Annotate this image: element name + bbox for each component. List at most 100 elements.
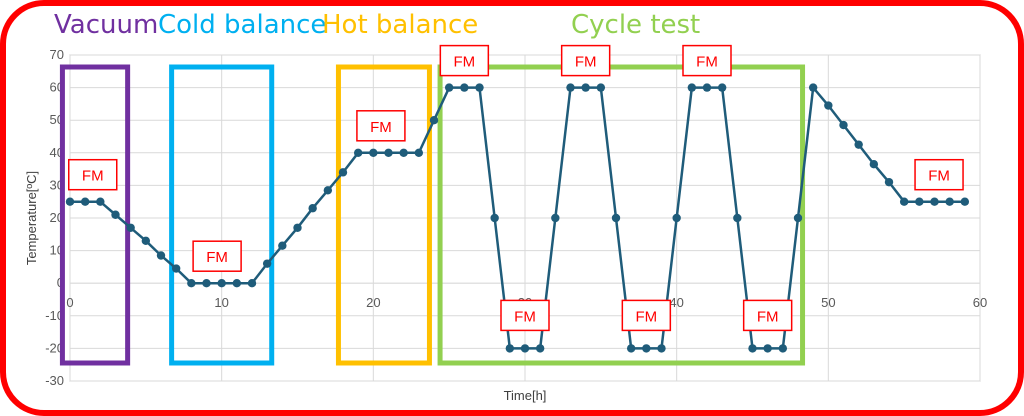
y-tick-label: -30 [45, 373, 64, 388]
data-point [854, 140, 863, 149]
data-point [839, 120, 848, 130]
data-point [717, 83, 727, 92]
data-point [384, 148, 393, 157]
fm-label-box [621, 299, 672, 332]
data-point [702, 83, 712, 92]
data-point [202, 279, 211, 288]
fm-label: FM [453, 54, 475, 71]
fm-label: FM [928, 168, 950, 185]
data-point [353, 148, 363, 157]
y-axis-title: Temperature[ºC] [24, 171, 39, 265]
data-point [611, 213, 621, 223]
data-point [733, 213, 742, 223]
data-point [915, 197, 924, 206]
data-point [899, 197, 909, 206]
fm-label-box [68, 158, 118, 191]
data-point [156, 251, 166, 260]
phase-label-vacuum: Vacuum [54, 10, 159, 40]
data-point [338, 168, 348, 177]
phase-box-cold-balance [169, 64, 275, 366]
data-point [505, 344, 515, 353]
phase-label-cycle-test: Cycle test [571, 10, 701, 40]
y-tick-label: -20 [45, 340, 64, 355]
data-point [748, 344, 757, 353]
data-point [490, 213, 499, 223]
phase-label-hot-balance: Hot balance [322, 10, 479, 40]
data-point [824, 101, 833, 110]
data-point [323, 186, 333, 195]
data-point [460, 83, 469, 92]
data-point [414, 148, 424, 157]
x-axis-title: Time[h] [504, 388, 547, 403]
x-tick-label: 20 [366, 295, 380, 310]
data-point [308, 204, 317, 213]
data-point [687, 83, 697, 92]
fm-label-box [500, 299, 550, 332]
data-point [111, 210, 120, 219]
fm-label: FM [696, 54, 718, 71]
fm-label: FM [635, 308, 657, 325]
data-point [945, 197, 954, 206]
data-point [278, 241, 287, 250]
data-point [869, 160, 879, 169]
data-point [520, 344, 530, 353]
data-point [96, 197, 105, 206]
data-point [672, 213, 681, 223]
data-point [626, 344, 636, 353]
data-point [187, 279, 196, 288]
data-point [126, 223, 135, 232]
fm-label: FM [82, 168, 104, 185]
data-point [399, 148, 408, 157]
phase-box-hot-balance [335, 64, 432, 366]
y-tick-label: -10 [45, 308, 64, 323]
data-point [596, 83, 606, 92]
fm-label-box [356, 110, 406, 142]
fm-label-box [914, 158, 964, 191]
data-point [642, 344, 651, 353]
data-point [930, 197, 939, 206]
data-point [247, 279, 257, 288]
data-point [657, 344, 666, 353]
data-point [808, 83, 818, 92]
data-point [217, 279, 226, 288]
phase-box-cycle-test [437, 64, 806, 366]
x-tick-label: 50 [821, 295, 835, 310]
fm-label: FM [757, 308, 779, 325]
fm-label: FM [370, 119, 392, 136]
data-point [566, 83, 575, 92]
data-point [475, 83, 484, 92]
fm-label-box [742, 299, 793, 332]
data-point [551, 213, 560, 223]
y-tick-label: 70 [50, 47, 64, 62]
fm-label-box [439, 44, 490, 77]
x-tick-label: 0 [66, 295, 73, 310]
fm-label-box [682, 44, 732, 77]
data-point [960, 197, 970, 206]
data-point [369, 148, 378, 157]
x-tick-label: 40 [669, 295, 683, 310]
x-tick-label: 60 [973, 295, 987, 310]
data-point [429, 116, 439, 125]
fm-label-box [192, 240, 242, 272]
data-point [793, 213, 803, 223]
phase-label-cold-balance: Cold balance [158, 10, 327, 40]
fm-label-box [560, 44, 611, 77]
data-point [778, 344, 788, 353]
data-point [232, 279, 242, 288]
data-point [581, 83, 590, 92]
data-point [535, 344, 545, 353]
fm-label: FM [514, 308, 536, 325]
data-point [80, 197, 90, 206]
fm-label: FM [575, 54, 597, 71]
data-point [763, 344, 772, 353]
data-point [444, 83, 454, 92]
data-point [171, 264, 181, 273]
data-point [262, 259, 272, 268]
data-point [141, 236, 151, 246]
data-point [884, 177, 894, 187]
fm-label: FM [206, 249, 228, 266]
x-tick-label: 10 [214, 295, 228, 310]
data-point [65, 197, 75, 206]
